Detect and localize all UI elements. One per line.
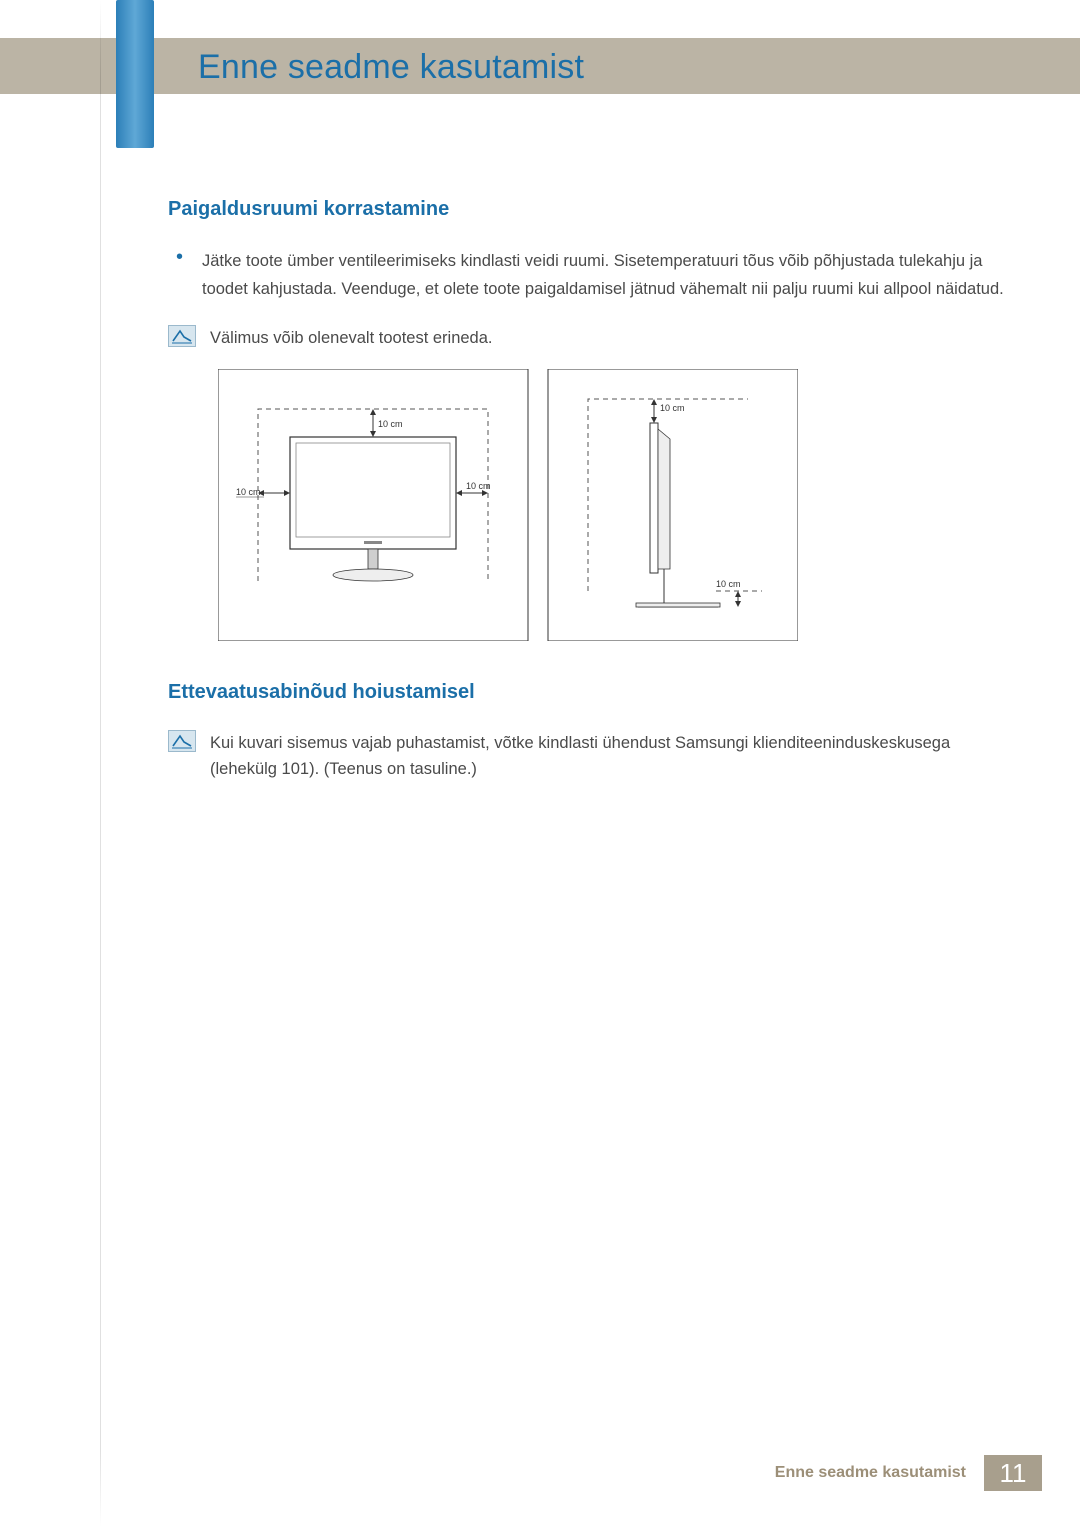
- bullet-icon: •: [168, 247, 202, 303]
- diag-label-left: 10 cm: [236, 487, 261, 497]
- note-text-2: Kui kuvari sisemus vajab puhastamist, võ…: [210, 730, 1010, 782]
- page-footer: Enne seadme kasutamist 11: [0, 1455, 1080, 1491]
- note-row: Välimus võib olenevalt tootest erineda.: [168, 325, 1010, 351]
- bullet-text: Jätke toote ümber ventileerimiseks kindl…: [202, 247, 1010, 303]
- note-icon: [168, 325, 196, 347]
- section-heading-storage: Ettevaatusabinõud hoiustamisel: [168, 681, 1010, 704]
- footer-page-number: 11: [984, 1455, 1042, 1491]
- note-text: Välimus võib olenevalt tootest erineda.: [210, 325, 493, 351]
- left-vertical-rule: [100, 0, 101, 1527]
- note-icon: [168, 730, 196, 752]
- diag-label-top-right: 10 cm: [660, 403, 685, 413]
- page-content: Paigaldusruumi korrastamine • Jätke toot…: [168, 198, 1010, 800]
- chapter-tab: [116, 0, 154, 148]
- diag-label-bottom-right: 10 cm: [716, 579, 741, 589]
- clearance-diagram: 10 cm 10 cm 10 cm 10: [218, 369, 798, 641]
- diag-label-top-left: 10 cm: [378, 419, 403, 429]
- footer-chapter-label: Enne seadme kasutamist: [757, 1455, 984, 1491]
- note-row-2: Kui kuvari sisemus vajab puhastamist, võ…: [168, 730, 1010, 782]
- section-heading-install: Paigaldusruumi korrastamine: [168, 198, 1010, 221]
- bullet-item: • Jätke toote ümber ventileerimiseks kin…: [168, 247, 1010, 303]
- diag-label-right: 10 cm: [466, 481, 491, 491]
- page-title: Enne seadme kasutamist: [198, 48, 584, 87]
